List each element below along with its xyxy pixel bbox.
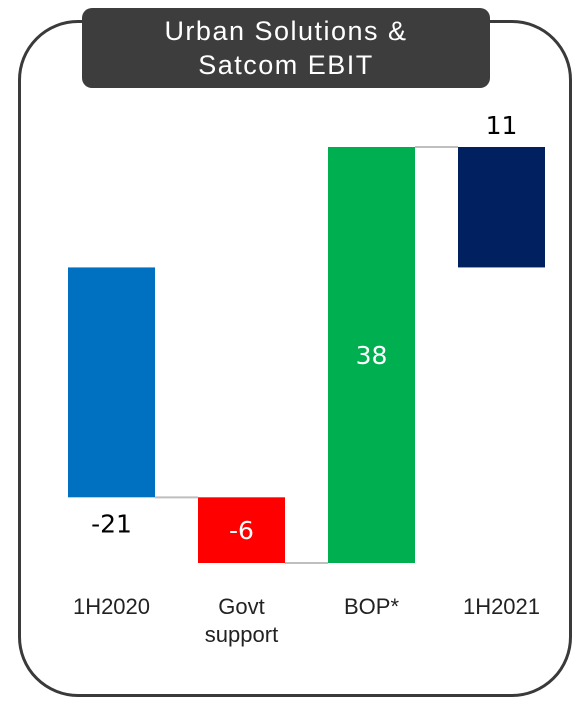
x-tick-label: Govt support <box>204 594 279 647</box>
x-tick-label: 1H2021 <box>462 594 541 619</box>
data-label: 38 <box>356 341 388 370</box>
x-tick-label: BOP* <box>343 594 400 619</box>
bar <box>458 147 545 268</box>
bar <box>328 147 415 563</box>
data-label: 11 <box>486 111 518 140</box>
bar <box>198 497 285 563</box>
bar <box>68 267 155 498</box>
data-label: -21 <box>91 509 132 538</box>
data-label: -6 <box>229 516 254 545</box>
chart-title: Urban Solutions & Satcom EBIT <box>82 8 490 88</box>
x-tick-label: 1H2020 <box>72 594 151 619</box>
